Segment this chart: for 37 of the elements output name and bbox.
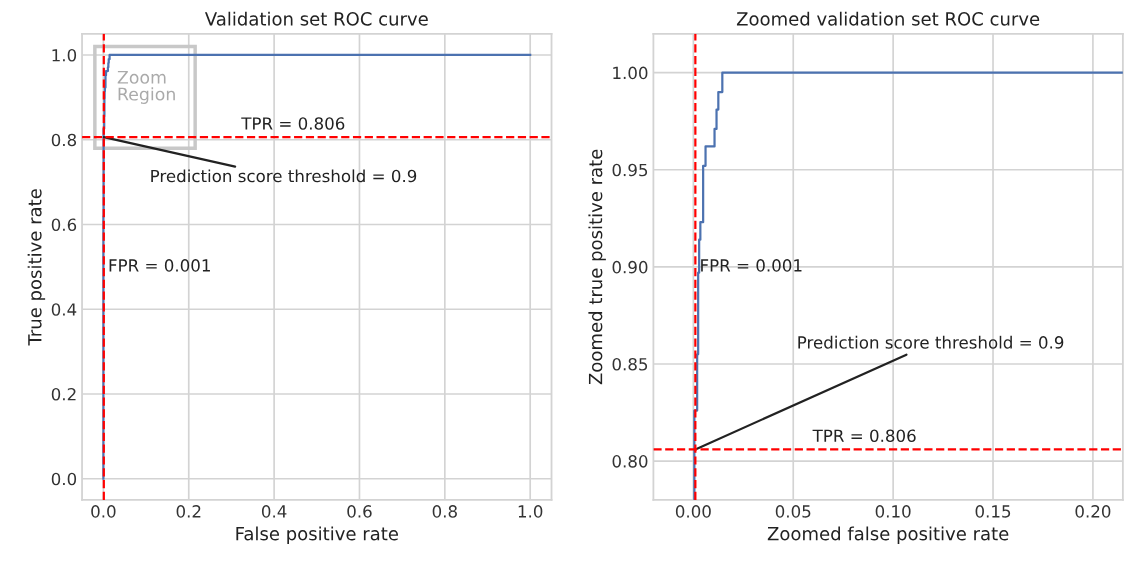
ref-line-label: FPR = 0.001 [701, 259, 802, 272]
annotation: Zoom Region [117, 70, 175, 104]
x-tick-label: 0.6 [347, 505, 372, 518]
y-tick-label: 1.00 [613, 66, 648, 80]
y-tick-label: 0.90 [612, 260, 648, 274]
x-tick-label: 0.4 [261, 505, 287, 518]
x-tick-label: 0.10 [875, 505, 911, 518]
x-tick-label: 0.15 [975, 505, 1011, 518]
line-series [102, 53, 532, 480]
x-tick-label: 0.05 [775, 505, 811, 518]
y-tick-label: 1.0 [52, 48, 77, 62]
y-tick-label: 0.4 [51, 303, 77, 316]
line-series [693, 71, 1123, 500]
x-tick-label: 0.20 [1075, 505, 1111, 518]
annotation: Prediction score threshold = 0.9 [151, 169, 417, 183]
y-tick-label: 0.85 [612, 357, 648, 371]
y-tick-label: 0.0 [51, 472, 77, 486]
y-tick-label: 0.8 [51, 133, 77, 147]
chart-title: Validation set ROC curve [204, 11, 428, 26]
y-axis-title: Zoomed true positive rate [588, 149, 606, 385]
x-tick-label: 0.2 [176, 505, 201, 518]
chart-title: Zoomed validation set ROC curve [736, 11, 1040, 26]
ref-line-label: TPR = 0.806 [241, 117, 345, 130]
annotation: Prediction score threshold = 0.9 [798, 335, 1064, 349]
y-tick-label: 0.6 [51, 218, 77, 232]
y-tick-label: 0.80 [612, 455, 648, 468]
x-tick-label: 0.00 [675, 505, 711, 518]
x-axis-title: Zoomed false positive rate [767, 526, 1009, 544]
ref-line-label: FPR = 0.001 [109, 259, 210, 272]
y-tick-label: 0.95 [612, 163, 648, 177]
x-axis-title: False positive rate [236, 526, 398, 544]
x-tick-label: 0.8 [432, 505, 457, 518]
y-axis-title: True positive rate [27, 189, 46, 346]
y-tick-label: 0.2 [51, 387, 76, 401]
x-tick-label: 0.0 [91, 505, 116, 518]
x-tick-label: 1.0 [518, 505, 543, 518]
ref-line-label: TPR = 0.806 [812, 429, 916, 443]
